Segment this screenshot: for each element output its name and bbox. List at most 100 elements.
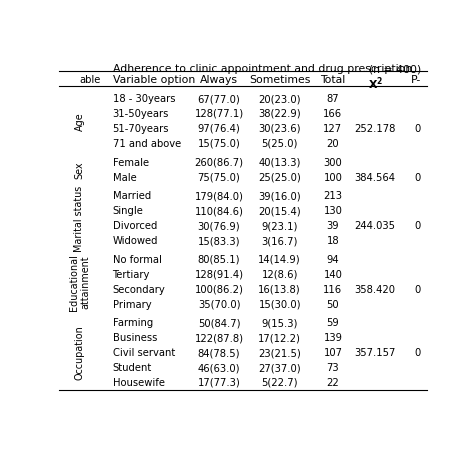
Text: Student: Student: [112, 363, 152, 373]
Text: 17(77.3): 17(77.3): [198, 378, 240, 388]
Text: Business: Business: [112, 333, 157, 343]
Text: 73: 73: [327, 363, 339, 373]
Text: 20: 20: [327, 139, 339, 149]
Text: 0: 0: [415, 221, 421, 231]
Text: Widowed: Widowed: [112, 236, 158, 246]
Text: 300: 300: [324, 157, 342, 167]
Text: 39: 39: [327, 221, 339, 231]
Text: Sex: Sex: [74, 161, 84, 179]
Text: 20(23.0): 20(23.0): [258, 94, 301, 104]
Text: 97(76.4): 97(76.4): [198, 124, 240, 134]
Text: Secondary: Secondary: [112, 284, 165, 294]
Text: 39(16.0): 39(16.0): [258, 191, 301, 201]
Text: $\mathbf{X^2}$: $\mathbf{X^2}$: [368, 75, 383, 92]
Text: 110(84.6): 110(84.6): [195, 206, 244, 216]
Text: 213: 213: [323, 191, 342, 201]
Text: 84(78.5): 84(78.5): [198, 348, 240, 358]
Text: Occupation: Occupation: [74, 326, 84, 381]
Text: 252.178: 252.178: [355, 124, 396, 134]
Text: 100: 100: [323, 173, 342, 182]
Text: 23(21.5): 23(21.5): [258, 348, 301, 358]
Text: 15(75.0): 15(75.0): [198, 139, 240, 149]
Text: 67(77.0): 67(77.0): [198, 94, 240, 104]
Text: Variable option: Variable option: [112, 75, 195, 85]
Text: 71 and above: 71 and above: [112, 139, 181, 149]
Text: 31-50years: 31-50years: [112, 109, 169, 119]
Text: 35(70.0): 35(70.0): [198, 300, 240, 310]
Text: 51-70years: 51-70years: [112, 124, 169, 134]
Text: 116: 116: [323, 284, 343, 294]
Text: P-: P-: [411, 75, 421, 85]
Text: 18: 18: [327, 236, 339, 246]
Text: Female: Female: [112, 157, 149, 167]
Text: 12(8.6): 12(8.6): [262, 270, 298, 280]
Text: Single: Single: [112, 206, 144, 216]
Text: 50: 50: [327, 300, 339, 310]
Text: 59: 59: [327, 318, 339, 328]
Text: Civil servant: Civil servant: [112, 348, 175, 358]
Text: 128(77.1): 128(77.1): [194, 109, 244, 119]
Text: No formal: No formal: [112, 255, 161, 264]
Text: 9(23.1): 9(23.1): [262, 221, 298, 231]
Text: 0: 0: [415, 173, 421, 182]
Text: Total: Total: [320, 75, 346, 85]
Text: (n = 400): (n = 400): [369, 64, 421, 74]
Text: 20(15.4): 20(15.4): [258, 206, 301, 216]
Text: 94: 94: [327, 255, 339, 264]
Text: 25(25.0): 25(25.0): [258, 173, 301, 182]
Text: 0: 0: [415, 284, 421, 294]
Text: Farming: Farming: [112, 318, 153, 328]
Text: 9(15.3): 9(15.3): [262, 318, 298, 328]
Text: 18 - 30years: 18 - 30years: [112, 94, 175, 104]
Text: 15(83.3): 15(83.3): [198, 236, 240, 246]
Text: Male: Male: [112, 173, 136, 182]
Text: 40(13.3): 40(13.3): [258, 157, 301, 167]
Text: 22: 22: [327, 378, 339, 388]
Text: able: able: [80, 75, 101, 85]
Text: 27(37.0): 27(37.0): [258, 363, 301, 373]
Text: Married: Married: [112, 191, 151, 201]
Text: Marital status: Marital status: [74, 185, 84, 252]
Text: 127: 127: [323, 124, 343, 134]
Text: 3(16.7): 3(16.7): [262, 236, 298, 246]
Text: 130: 130: [323, 206, 342, 216]
Text: 75(75.0): 75(75.0): [198, 173, 240, 182]
Text: Housewife: Housewife: [112, 378, 164, 388]
Text: Sometimes: Sometimes: [249, 75, 310, 85]
Text: 384.564: 384.564: [355, 173, 396, 182]
Text: 358.420: 358.420: [355, 284, 396, 294]
Text: 128(91.4): 128(91.4): [194, 270, 244, 280]
Text: 0: 0: [415, 348, 421, 358]
Text: 166: 166: [323, 109, 343, 119]
Text: 30(76.9): 30(76.9): [198, 221, 240, 231]
Text: 14(14.9): 14(14.9): [258, 255, 301, 264]
Text: 260(86.7): 260(86.7): [194, 157, 244, 167]
Text: 244.035: 244.035: [355, 221, 396, 231]
Text: 38(22.9): 38(22.9): [258, 109, 301, 119]
Text: 139: 139: [323, 333, 342, 343]
Text: Adherence to clinic appointment and drug prescription: Adherence to clinic appointment and drug…: [112, 64, 412, 74]
Text: 107: 107: [323, 348, 342, 358]
Text: Divorced: Divorced: [112, 221, 157, 231]
Text: 15(30.0): 15(30.0): [258, 300, 301, 310]
Text: 100(86.2): 100(86.2): [195, 284, 244, 294]
Text: 357.157: 357.157: [355, 348, 396, 358]
Text: 179(84.0): 179(84.0): [195, 191, 244, 201]
Text: 87: 87: [327, 94, 339, 104]
Text: 122(87.8): 122(87.8): [194, 333, 244, 343]
Text: 30(23.6): 30(23.6): [258, 124, 301, 134]
Text: 5(22.7): 5(22.7): [261, 378, 298, 388]
Text: 16(13.8): 16(13.8): [258, 284, 301, 294]
Text: 0: 0: [415, 124, 421, 134]
Text: 50(84.7): 50(84.7): [198, 318, 240, 328]
Text: Primary: Primary: [112, 300, 151, 310]
Text: Always: Always: [200, 75, 238, 85]
Text: 140: 140: [323, 270, 342, 280]
Text: 17(12.2): 17(12.2): [258, 333, 301, 343]
Text: 46(63.0): 46(63.0): [198, 363, 240, 373]
Text: Age: Age: [74, 112, 84, 131]
Text: Educational
attainment: Educational attainment: [69, 254, 90, 310]
Text: Tertiary: Tertiary: [112, 270, 150, 280]
Text: 5(25.0): 5(25.0): [262, 139, 298, 149]
Text: 80(85.1): 80(85.1): [198, 255, 240, 264]
